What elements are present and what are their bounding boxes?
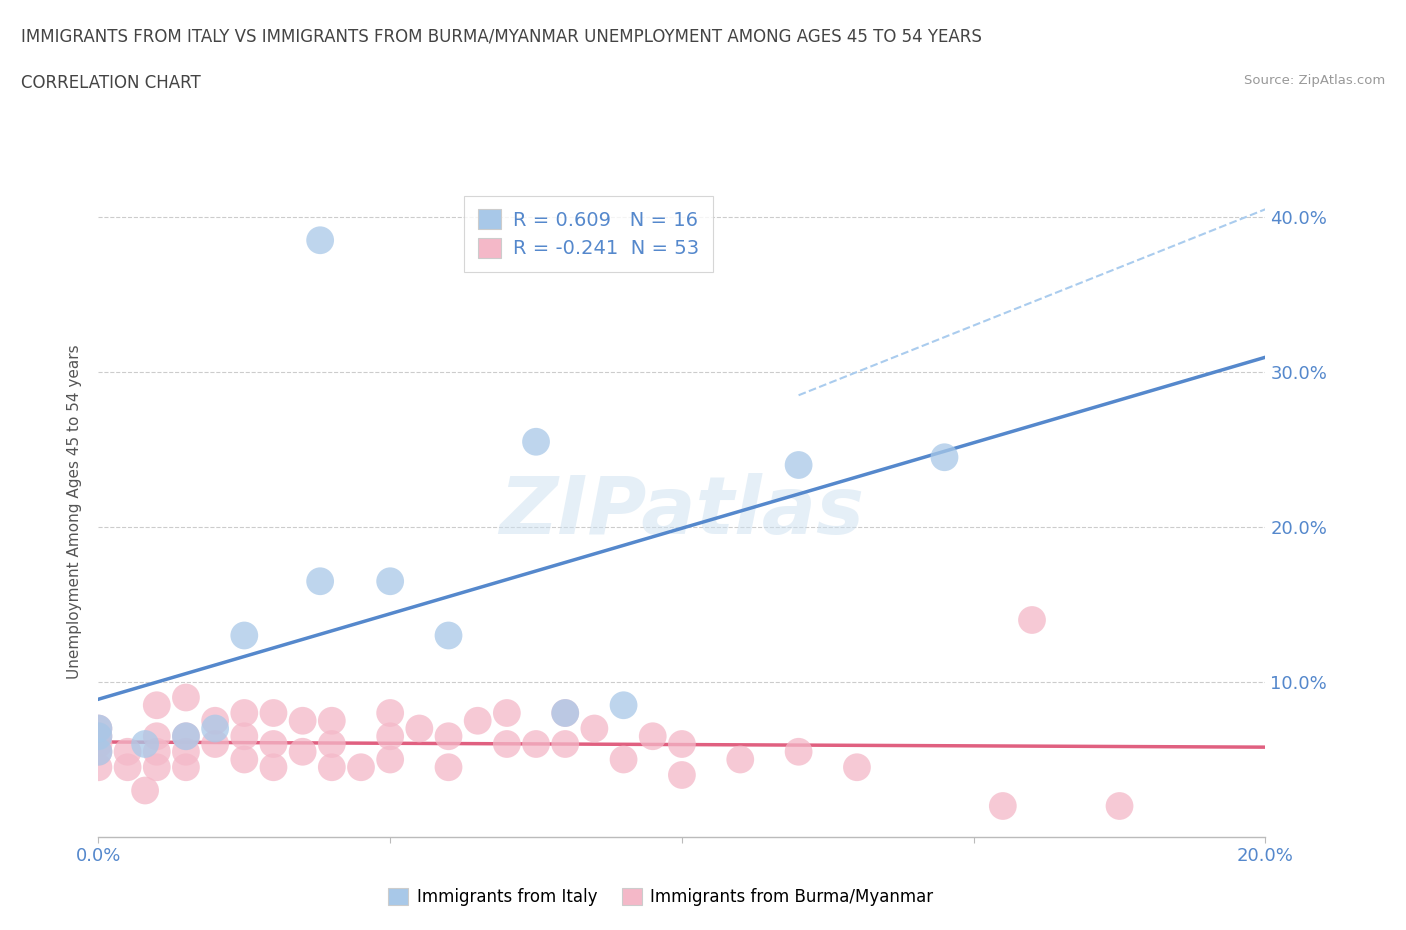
Point xyxy=(671,737,693,751)
Point xyxy=(146,744,169,759)
Point xyxy=(87,737,110,751)
Point xyxy=(378,574,402,589)
Point xyxy=(204,713,226,728)
Point xyxy=(174,729,197,744)
Point xyxy=(378,706,402,721)
Point xyxy=(87,744,110,759)
Text: Source: ZipAtlas.com: Source: ZipAtlas.com xyxy=(1244,74,1385,87)
Point xyxy=(87,729,110,744)
Point xyxy=(495,706,517,721)
Point xyxy=(233,706,256,721)
Point xyxy=(350,760,373,775)
Point xyxy=(1021,613,1043,628)
Point xyxy=(378,729,402,744)
Point xyxy=(408,721,430,736)
Point xyxy=(845,760,868,775)
Point xyxy=(437,760,460,775)
Point xyxy=(787,744,810,759)
Point xyxy=(233,729,256,744)
Point xyxy=(174,760,197,775)
Point xyxy=(787,458,810,472)
Point xyxy=(262,760,284,775)
Point xyxy=(524,737,547,751)
Point xyxy=(321,760,343,775)
Point xyxy=(554,706,576,721)
Point xyxy=(291,713,314,728)
Point xyxy=(174,729,197,744)
Point xyxy=(934,450,956,465)
Y-axis label: Unemployment Among Ages 45 to 54 years: Unemployment Among Ages 45 to 54 years xyxy=(67,344,83,679)
Point xyxy=(87,721,110,736)
Point xyxy=(437,628,460,643)
Point xyxy=(146,729,169,744)
Point xyxy=(204,737,226,751)
Point xyxy=(641,729,664,744)
Point xyxy=(321,713,343,728)
Point xyxy=(146,698,169,712)
Point xyxy=(174,690,197,705)
Point xyxy=(378,752,402,767)
Point xyxy=(728,752,751,767)
Point xyxy=(612,752,634,767)
Point xyxy=(467,713,489,728)
Legend: R = 0.609   N = 16, R = -0.241  N = 53: R = 0.609 N = 16, R = -0.241 N = 53 xyxy=(464,195,713,272)
Point xyxy=(87,744,110,759)
Point xyxy=(437,729,460,744)
Point xyxy=(117,744,139,759)
Point xyxy=(554,737,576,751)
Point xyxy=(309,574,332,589)
Point xyxy=(524,434,547,449)
Point xyxy=(612,698,634,712)
Point xyxy=(87,760,110,775)
Point xyxy=(233,628,256,643)
Point xyxy=(495,737,517,751)
Point xyxy=(554,706,576,721)
Point xyxy=(671,767,693,782)
Point xyxy=(309,232,332,247)
Point xyxy=(991,799,1014,814)
Text: IMMIGRANTS FROM ITALY VS IMMIGRANTS FROM BURMA/MYANMAR UNEMPLOYMENT AMONG AGES 4: IMMIGRANTS FROM ITALY VS IMMIGRANTS FROM… xyxy=(21,28,981,46)
Point xyxy=(134,783,156,798)
Point xyxy=(87,729,110,744)
Point xyxy=(87,721,110,736)
Point xyxy=(174,744,197,759)
Text: ZIPatlas: ZIPatlas xyxy=(499,472,865,551)
Point xyxy=(1108,799,1130,814)
Point xyxy=(262,706,284,721)
Point xyxy=(291,744,314,759)
Point xyxy=(117,760,139,775)
Point xyxy=(233,752,256,767)
Legend: Immigrants from Italy, Immigrants from Burma/Myanmar: Immigrants from Italy, Immigrants from B… xyxy=(381,881,941,912)
Point xyxy=(321,737,343,751)
Point xyxy=(262,737,284,751)
Point xyxy=(146,760,169,775)
Point xyxy=(204,721,226,736)
Point xyxy=(134,737,156,751)
Text: CORRELATION CHART: CORRELATION CHART xyxy=(21,74,201,92)
Point xyxy=(583,721,606,736)
